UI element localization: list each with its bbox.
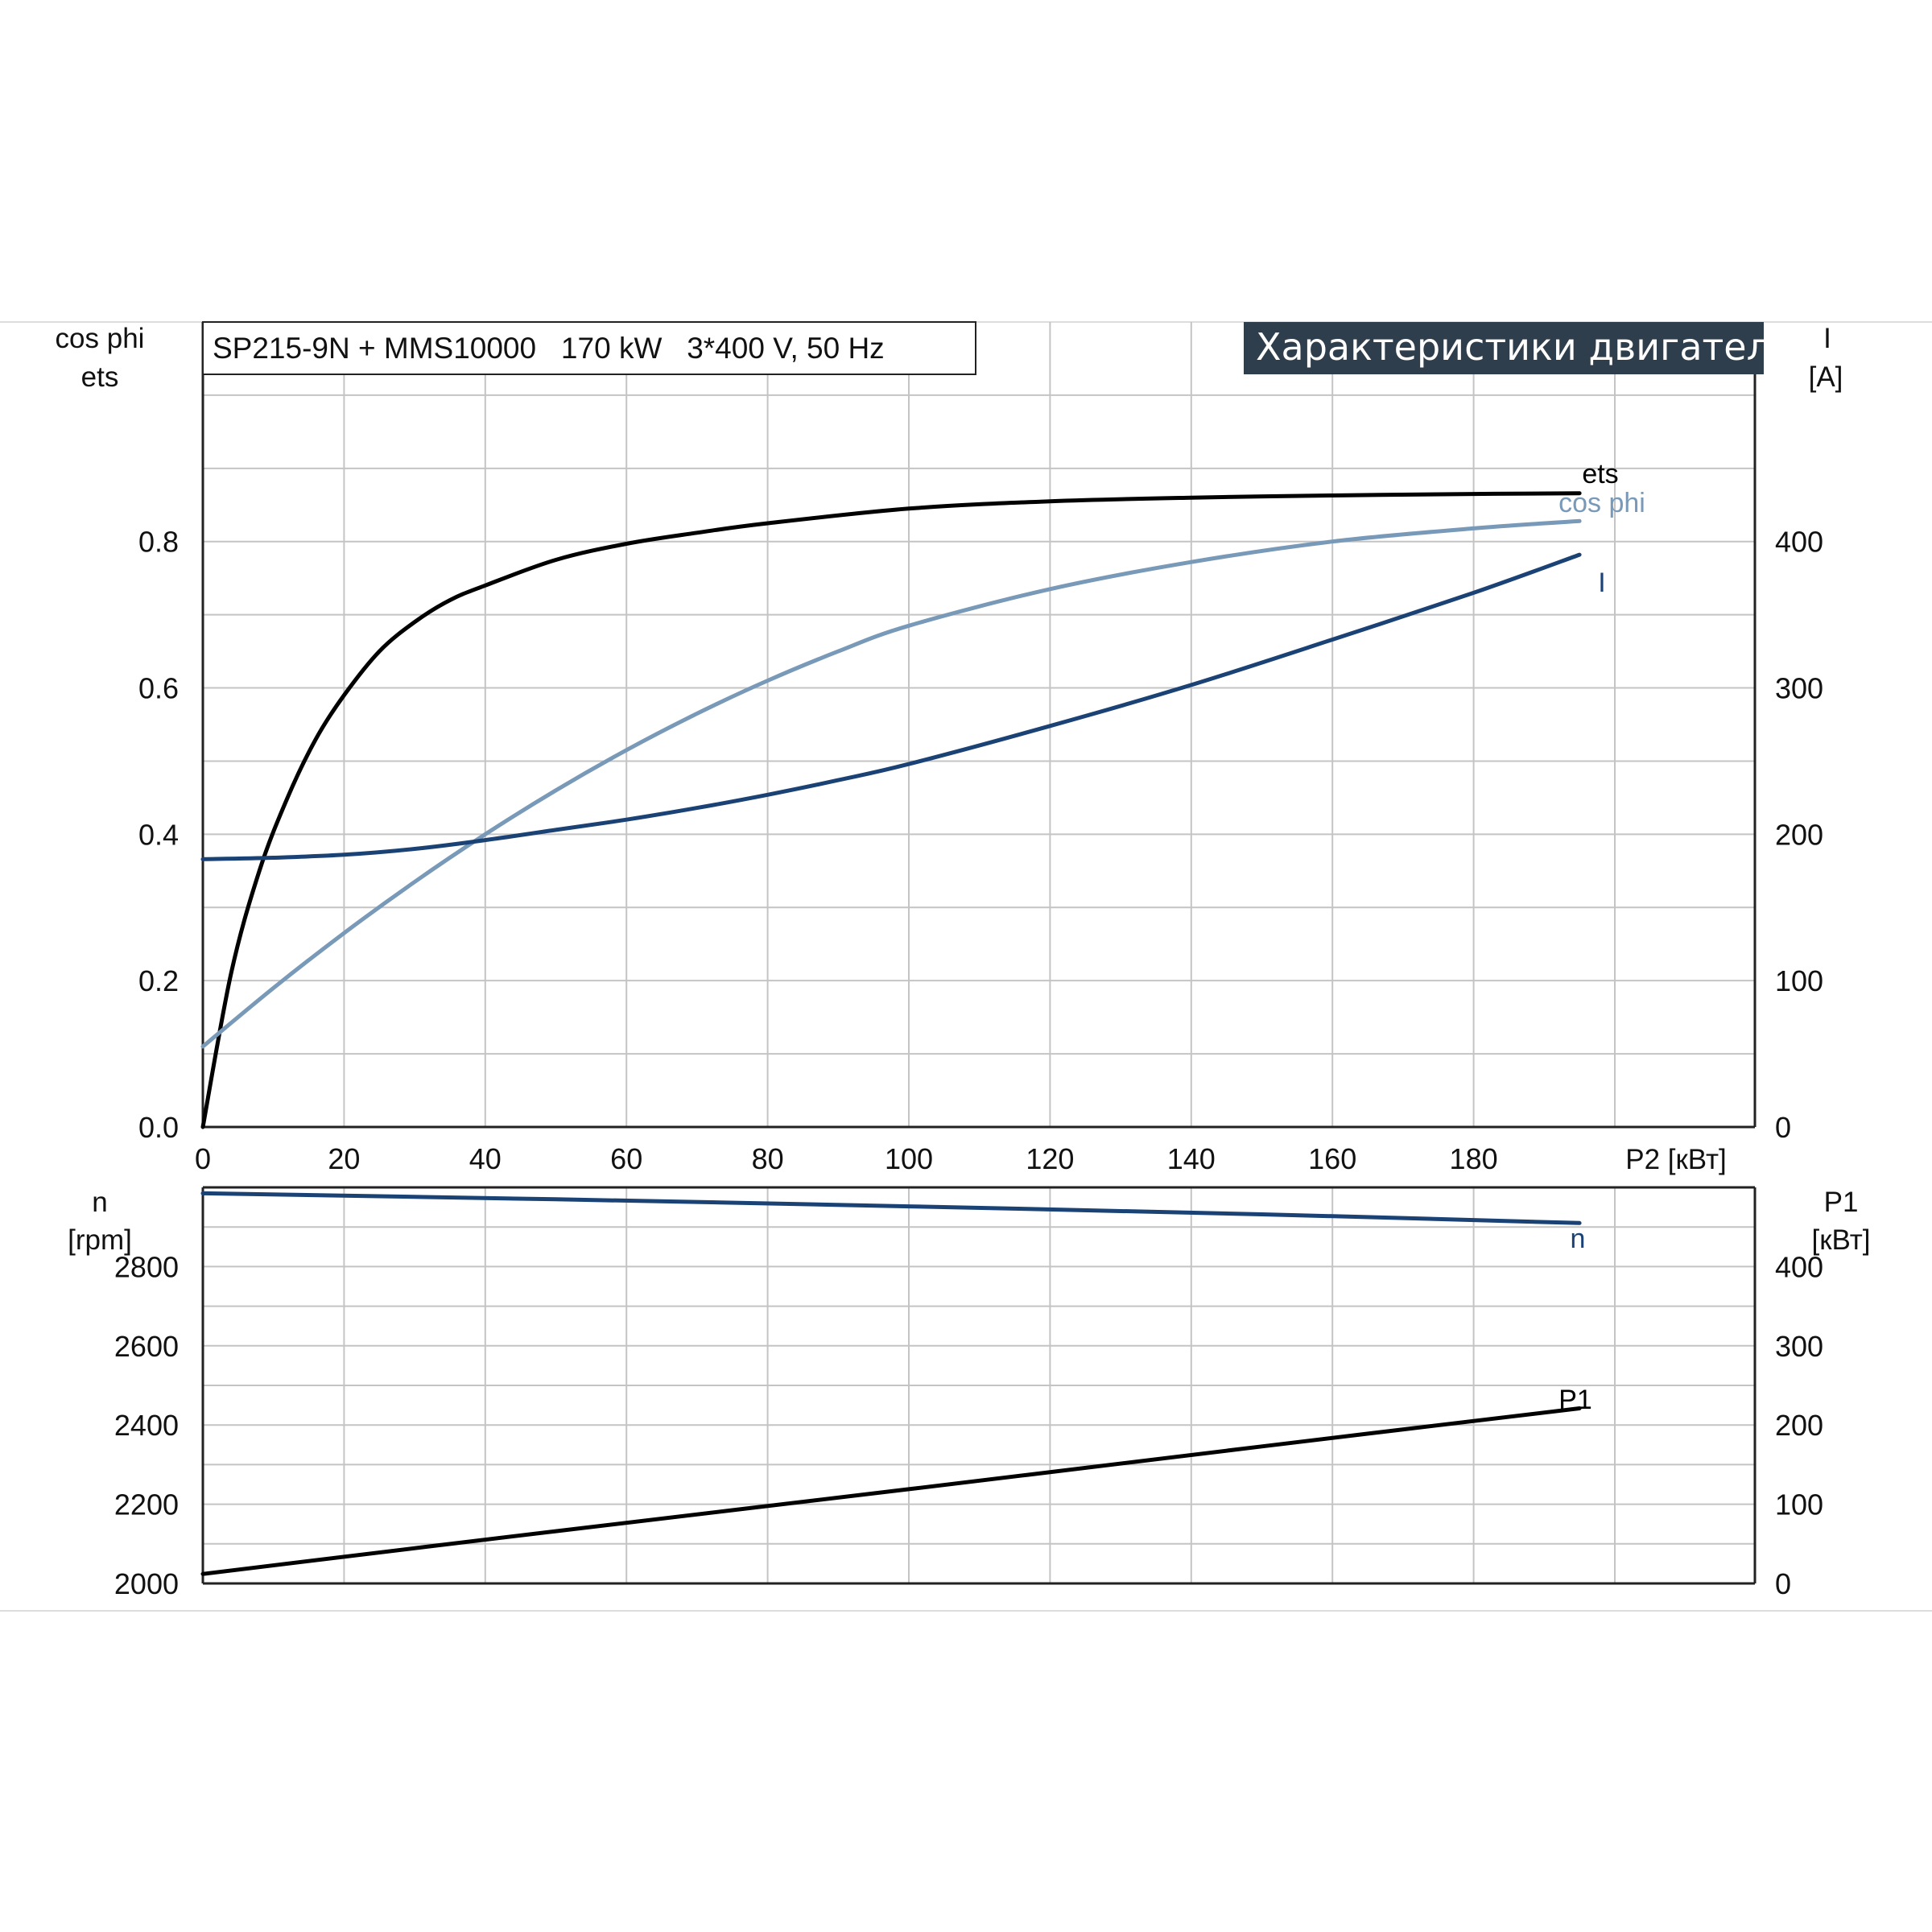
x-tick-label: 80 [752,1142,784,1175]
lower-left-axis-label-n: n [92,1187,107,1218]
lower-left-axis-unit-rpm: [rpm] [68,1224,132,1256]
lower-right-tick-label: 300 [1775,1330,1823,1363]
lower-left-tick-label: 2600 [114,1330,179,1363]
curve-label-p1: P1 [1558,1385,1592,1415]
left-axis-label-ets: ets [81,361,119,393]
lower-right-axis-label-p1: P1 [1824,1187,1859,1218]
series-I-line [200,552,1582,861]
tick-labels: 0 20 40 60 80 100 120 140 160 180 0.0 0.2 0.4 0.6 0.8 0… [114,526,1823,1600]
left-tick-label: 0.2 [138,964,179,997]
right-tick-label: 200 [1775,818,1823,851]
series-n-line [200,1191,1582,1225]
right-tick-label: 0 [1775,1111,1791,1144]
curve-label-i: I [1598,568,1605,598]
model-box [202,321,976,375]
x-axis-label: P2 [кВт] [1625,1144,1727,1175]
series-p1-line [200,1406,1582,1576]
x-tick-label: 40 [469,1142,502,1175]
x-tick-label: 140 [1167,1142,1216,1175]
lower-right-tick-label: 0 [1775,1567,1791,1600]
lower-right-tick-label: 400 [1775,1250,1823,1283]
x-tick-label: 180 [1450,1142,1498,1175]
right-tick-label: 100 [1775,964,1823,997]
x-tick-label: 120 [1026,1142,1074,1175]
right-tick-label: 400 [1775,526,1823,559]
curves [200,491,1582,1576]
left-axis-label-cosphi: cos phi [56,323,145,354]
left-tick-label: 0.0 [138,1111,179,1144]
right-axis-unit-a: [A] [1809,361,1843,393]
chart-title: Характеристики двигателя [1256,325,1793,369]
curve-label-cosphi: cos phi [1558,488,1645,518]
lower-left-tick-label: 2400 [114,1409,179,1442]
left-tick-label: 0.8 [138,526,179,559]
lower-right-tick-label: 100 [1775,1488,1823,1521]
model-label: SP215-9N + MMS10000 170 kW 3*400 V, 50 H… [213,332,885,365]
series-cos-phi-line [200,518,1582,1049]
left-tick-label: 0.4 [138,818,179,851]
curve-label-n: n [1571,1224,1586,1254]
x-tick-label: 100 [885,1142,933,1175]
x-tick-label: 160 [1308,1142,1356,1175]
left-tick-label: 0.6 [138,672,179,705]
right-tick-label: 300 [1775,672,1823,705]
title-box [1244,322,1764,374]
lower-left-tick-label: 2000 [114,1567,179,1600]
series-ets-line [200,491,1582,1129]
lower-right-tick-label: 200 [1775,1409,1823,1442]
curve-label-ets: ets [1582,459,1618,489]
right-axis-label-i: I [1823,323,1831,354]
x-tick-label: 0 [195,1142,211,1175]
lower-right-axis-unit-kw: [кВт] [1812,1224,1871,1256]
lower-left-tick-label: 2800 [114,1250,179,1283]
x-tick-label: 20 [328,1142,360,1175]
x-tick-label: 60 [610,1142,642,1175]
lower-left-tick-label: 2200 [114,1488,179,1521]
